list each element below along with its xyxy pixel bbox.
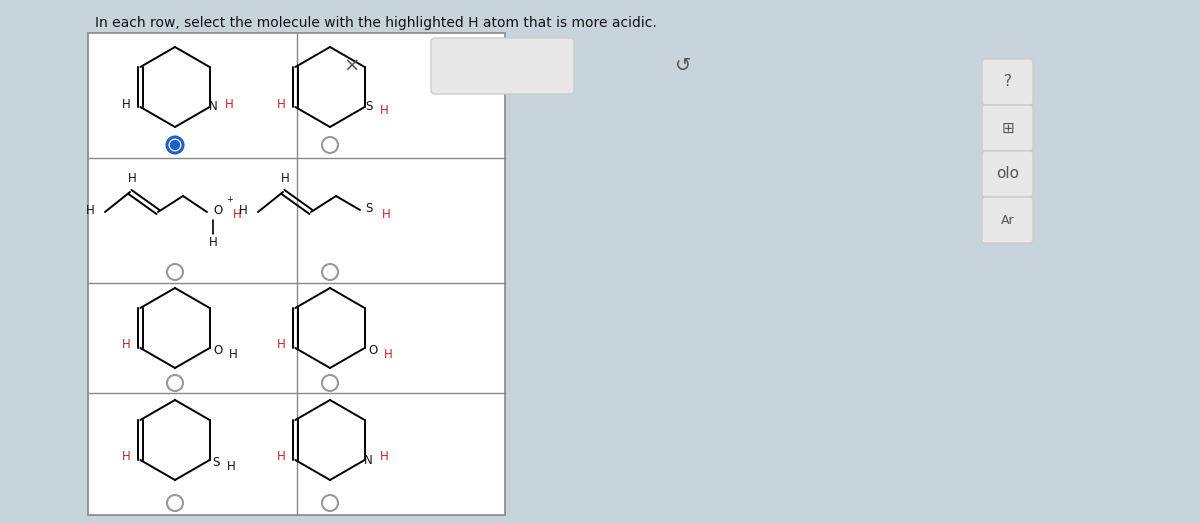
Text: S: S: [212, 456, 220, 469]
FancyBboxPatch shape: [431, 38, 574, 94]
Text: H: H: [277, 97, 286, 110]
Text: O: O: [214, 344, 222, 357]
Text: ↺: ↺: [676, 56, 691, 75]
Text: H: H: [380, 449, 389, 462]
Text: ×: ×: [343, 56, 360, 75]
Text: H: H: [122, 337, 131, 350]
Text: ?: ?: [1003, 74, 1012, 89]
Text: H: H: [226, 97, 234, 110]
Text: H: H: [277, 449, 286, 462]
Text: H: H: [281, 172, 289, 185]
Text: H: H: [227, 460, 236, 472]
Text: S: S: [365, 201, 372, 214]
Text: H: H: [239, 203, 248, 217]
Text: H: H: [209, 235, 217, 248]
Text: S: S: [365, 100, 372, 113]
Text: ⊞: ⊞: [1001, 120, 1014, 135]
FancyBboxPatch shape: [982, 197, 1033, 243]
Circle shape: [170, 141, 180, 150]
Text: olo: olo: [996, 166, 1019, 181]
Text: O: O: [214, 203, 222, 217]
FancyBboxPatch shape: [982, 105, 1033, 151]
Text: H: H: [277, 337, 286, 350]
Text: H: H: [384, 347, 394, 360]
Text: Ar: Ar: [1001, 213, 1014, 226]
Text: +: +: [226, 196, 233, 204]
FancyBboxPatch shape: [982, 59, 1033, 105]
Text: H: H: [122, 97, 131, 110]
Text: H: H: [229, 347, 238, 360]
Text: H: H: [122, 449, 131, 462]
Text: N: N: [365, 453, 373, 467]
Text: H: H: [86, 203, 95, 217]
Text: H: H: [382, 208, 391, 221]
Text: In each row, select the molecule with the highlighted H atom that is more acidic: In each row, select the molecule with th…: [95, 16, 656, 30]
Text: O: O: [368, 344, 377, 357]
FancyBboxPatch shape: [982, 151, 1033, 197]
Text: H: H: [380, 104, 389, 117]
Bar: [88, 33, 505, 515]
Text: H: H: [127, 172, 137, 185]
Text: H: H: [233, 208, 241, 221]
Text: N: N: [209, 100, 218, 113]
